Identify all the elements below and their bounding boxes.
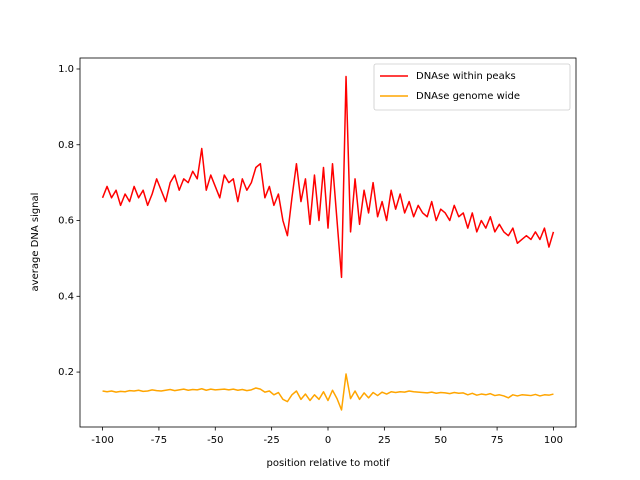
- data-line: [101, 75, 555, 279]
- legend-label: DNAse within peaks: [416, 71, 516, 82]
- x-tick-label: -75: [151, 435, 167, 446]
- x-tick-label: 50: [434, 435, 447, 446]
- x-tick-label: 100: [544, 435, 563, 446]
- legend-box: [373, 63, 571, 111]
- y-tick-label: 0.8: [58, 140, 74, 151]
- x-tick-label: -25: [263, 435, 279, 446]
- legend-label: DNAse genome wide: [416, 91, 520, 102]
- y-axis-label: average DNA signal: [30, 193, 41, 292]
- x-axis-label: position relative to motif: [267, 458, 390, 469]
- y-tick-label: 0.6: [58, 216, 74, 227]
- y-tick-label: 0.4: [58, 291, 74, 302]
- plot-frame: [79, 57, 577, 428]
- x-tick-label: -100: [91, 435, 114, 446]
- x-tick-label: 0: [325, 435, 331, 446]
- y-tick-label: 0.2: [58, 367, 74, 378]
- data-line: [102, 373, 554, 411]
- x-tick-label: -50: [207, 435, 223, 446]
- y-tick-label: 1.0: [58, 64, 74, 75]
- x-tick-label: 75: [491, 435, 504, 446]
- x-tick-label: 25: [378, 435, 391, 446]
